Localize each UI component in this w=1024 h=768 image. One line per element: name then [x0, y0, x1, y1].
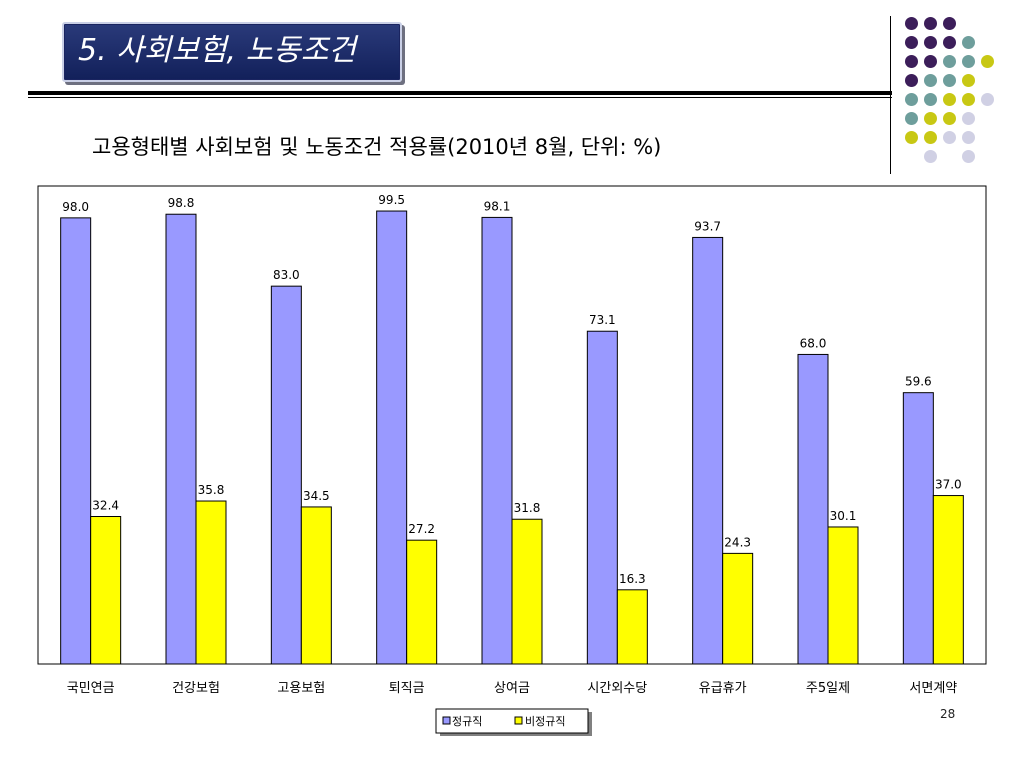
legend-swatch-regular: [442, 716, 451, 725]
decor-dot: [962, 74, 975, 87]
decor-dot: [962, 36, 975, 49]
decor-dot: [924, 131, 937, 144]
legend-swatch-nonregular: [514, 716, 523, 725]
decor-dot: [981, 93, 994, 106]
data-label: 16.3: [619, 572, 646, 586]
data-label: 73.1: [589, 313, 616, 327]
category-label: 건강보험: [172, 681, 220, 696]
bar-nonregular: [300, 506, 332, 665]
bar-regular: [481, 216, 513, 665]
bar-regular: [60, 217, 92, 665]
bar-nonregular: [195, 500, 227, 665]
bar-nonregular: [722, 552, 754, 665]
decor-dot: [924, 93, 937, 106]
category-label: 퇴직금: [389, 681, 425, 696]
category-label: 고용보험: [277, 681, 325, 696]
decor-dot: [943, 55, 956, 68]
data-label: 37.0: [935, 478, 962, 492]
bar-regular: [797, 353, 829, 665]
header-rule-vertical: [890, 16, 891, 174]
decor-dot: [905, 74, 918, 87]
data-label: 83.0: [273, 268, 300, 282]
decor-dot: [943, 17, 956, 30]
bar-nonregular: [406, 539, 438, 665]
category-labels-layer: 국민연금 건강보험 고용보험 퇴직금 상여금 시간외수당 유급휴가 주5일제 서면계약: [67, 681, 958, 696]
data-label: 68.0: [800, 336, 827, 350]
page-number: 28: [940, 707, 956, 721]
decor-dot: [943, 36, 956, 49]
data-label: 34.5: [303, 489, 330, 503]
bar-regular: [376, 210, 408, 665]
decor-dot: [905, 17, 918, 30]
decor-dot: [962, 55, 975, 68]
data-label: 31.8: [514, 501, 541, 515]
legend-label-nonregular: 비정규직: [525, 715, 565, 728]
decor-dot: [905, 93, 918, 106]
bar-regular: [692, 236, 724, 665]
decor-dot: [943, 74, 956, 87]
bar-nonregular: [932, 495, 964, 665]
category-label: 국민연금: [67, 681, 115, 696]
data-labels-layer: 98.0 32.4 98.8 35.8 83.0 34.5 99.5 27.2 98.1 31.8…: [62, 193, 961, 586]
legend-label-regular: 정규직: [452, 715, 482, 728]
category-label: 서면계약: [909, 681, 957, 696]
decor-dot: [924, 74, 937, 87]
chart-legend: 정규직 비정규직: [435, 708, 592, 736]
data-label: 35.8: [198, 483, 225, 497]
decor-dot: [981, 55, 994, 68]
legend-box: [435, 708, 589, 734]
chart-subtitle: 고용형태별 사회보험 및 노동조건 적용률(2010년 8월, 단위: %): [92, 135, 662, 159]
decor-dot: [962, 150, 975, 163]
decor-dot: [924, 150, 937, 163]
bars-layer: [60, 210, 964, 665]
decor-dot: [962, 112, 975, 125]
decor-dot: [943, 131, 956, 144]
bar-regular: [165, 213, 197, 665]
bar-regular: [902, 392, 934, 665]
decor-dot: [905, 131, 918, 144]
bar-nonregular: [616, 589, 648, 665]
decor-dot: [924, 36, 937, 49]
bar-nonregular: [511, 518, 543, 665]
bar-regular: [586, 330, 618, 665]
data-label: 30.1: [830, 509, 857, 523]
slide-title: 5. 사회보험, 노동조건: [78, 33, 357, 68]
decor-dot: [943, 112, 956, 125]
data-label: 98.1: [484, 199, 511, 213]
bar-nonregular: [827, 526, 859, 665]
decor-dot: [924, 112, 937, 125]
data-label: 27.2: [408, 522, 435, 536]
category-label: 시간외수당: [587, 681, 647, 696]
decor-dot: [924, 17, 937, 30]
slide-title-box: 5. 사회보험, 노동조건: [62, 22, 402, 82]
data-label: 24.3: [724, 535, 751, 549]
data-label: 32.4: [92, 499, 119, 513]
header-rule-thick: [28, 91, 892, 95]
data-label: 99.5: [378, 193, 405, 207]
decor-dot: [962, 93, 975, 106]
bar-nonregular: [90, 516, 122, 665]
data-label: 59.6: [905, 375, 932, 389]
data-label: 98.0: [62, 200, 89, 214]
bar-regular: [270, 285, 302, 665]
decor-dot: [962, 131, 975, 144]
decor-dot: [905, 112, 918, 125]
data-label: 98.8: [168, 196, 195, 210]
data-label: 93.7: [694, 219, 721, 233]
category-label: 유급휴가: [699, 681, 747, 696]
decor-dot: [924, 55, 937, 68]
category-label: 주5일제: [806, 681, 850, 696]
decor-dot: [943, 93, 956, 106]
category-label: 상여금: [494, 681, 530, 696]
decor-dot: [905, 55, 918, 68]
decor-dot: [905, 36, 918, 49]
header-rule-thin: [28, 97, 892, 98]
